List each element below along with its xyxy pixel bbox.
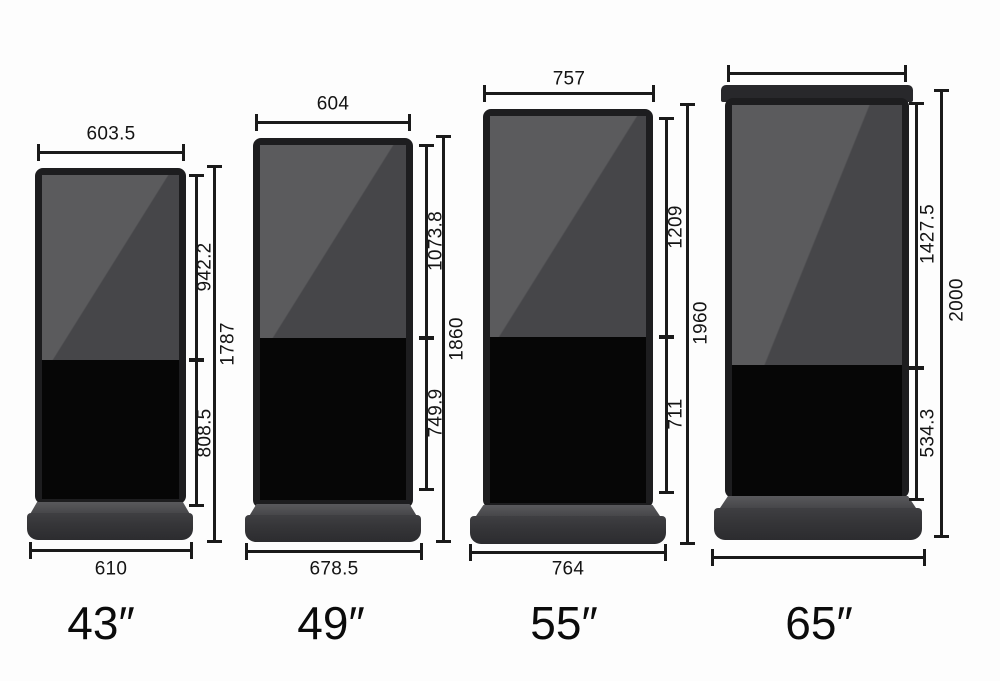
kiosk-49-lower-height-dim-line (419, 337, 434, 491)
kiosk-43-top-width-dim-line (37, 144, 185, 161)
kiosk-55-top-width-dim-line (483, 85, 655, 102)
kiosk-55-base-width-value: 764 (551, 558, 585, 580)
kiosk-43-top-width-value: 603.5 (86, 123, 136, 145)
kiosk-49-base-width-value: 678.5 (309, 558, 359, 580)
kiosk-65-screen-upper (732, 105, 902, 365)
kiosk-55-size-label: 55″ (530, 597, 598, 649)
kiosk-65-lower-height-dim-line (909, 367, 924, 501)
kiosk-65-size-label: 65″ (785, 597, 853, 649)
kiosk-55-screen-upper (490, 116, 646, 337)
kiosk-43-total-height-dim-line (207, 165, 222, 543)
kiosk-55-top-width-value: 757 (552, 68, 586, 90)
kiosk-49-base-width-dim-line (245, 543, 423, 560)
kiosk-43-lower-height-dim-line (189, 359, 204, 507)
kiosk-49-base-collar (248, 504, 418, 518)
kiosk-65-base-collar (718, 496, 918, 511)
kiosk-49-base (245, 515, 421, 542)
kiosk-43-screen-upper (42, 175, 179, 360)
kiosk-43-base (27, 513, 193, 540)
kiosk-65-total-height-value: 2000 (946, 278, 968, 322)
kiosk-43-size-label: 43″ (67, 597, 135, 649)
kiosk-55-base-width-dim-line (469, 544, 667, 561)
kiosk-43-base-width-dim-line (29, 542, 193, 559)
kiosk-43-base-width-value: 610 (94, 558, 128, 580)
kiosk-65-total-height-dim-line (934, 89, 949, 538)
kiosk-43-screen-lower (42, 360, 179, 499)
kiosk-49-screen-upper (260, 145, 406, 338)
kiosk-55-base-collar (474, 505, 662, 519)
kiosk-65-top-width-dim-line (727, 65, 907, 82)
kiosk-65-screen-height-value: 1427.5 (917, 204, 939, 264)
kiosk-49-top-width-value: 604 (316, 93, 350, 115)
kiosk-49-screen-lower (260, 338, 406, 500)
kiosk-49-size-label: 49″ (297, 597, 365, 649)
kiosk-65-screen-lower (732, 365, 902, 496)
kiosk-65-lower-height-value: 534.3 (917, 408, 939, 458)
kiosk-49-top-width-dim-line (255, 114, 411, 131)
kiosk-65-base-width-dim-line (711, 549, 926, 566)
kiosk-55-screen-lower (490, 337, 646, 503)
kiosk-65-base (714, 508, 922, 540)
kiosk-49-total-height-dim-line (436, 135, 451, 543)
kiosk-55-total-height-dim-line (680, 103, 695, 545)
kiosk-65-top-cap (721, 85, 913, 102)
kiosk-43-base-collar (29, 502, 191, 516)
kiosk-55-lower-height-dim-line (659, 336, 674, 494)
kiosk-55-base (470, 516, 666, 544)
